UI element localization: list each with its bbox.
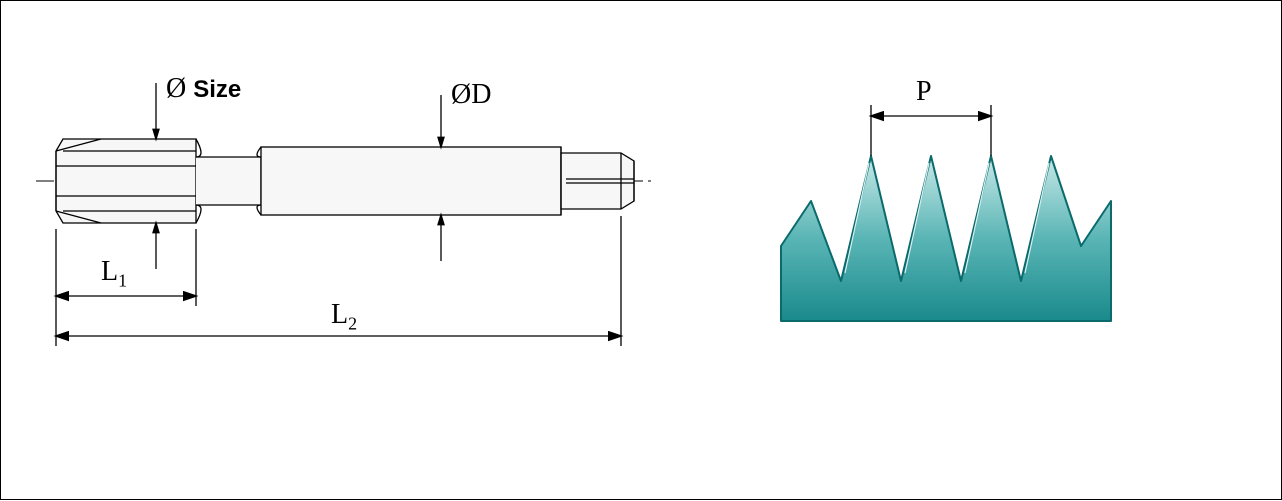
diagram-container: { "tap_diagram": { "type": "diagram", "l… — [0, 0, 1282, 500]
diameter-D-label: ØD — [451, 79, 491, 111]
size-label: Ø Size — [166, 73, 241, 105]
thread-profile — [781, 105, 1111, 321]
pitch-label: P — [916, 76, 932, 108]
L2-label: L2 — [331, 299, 357, 335]
L1-label: L1 — [101, 256, 127, 292]
tap-tool-drawing — [36, 139, 656, 223]
